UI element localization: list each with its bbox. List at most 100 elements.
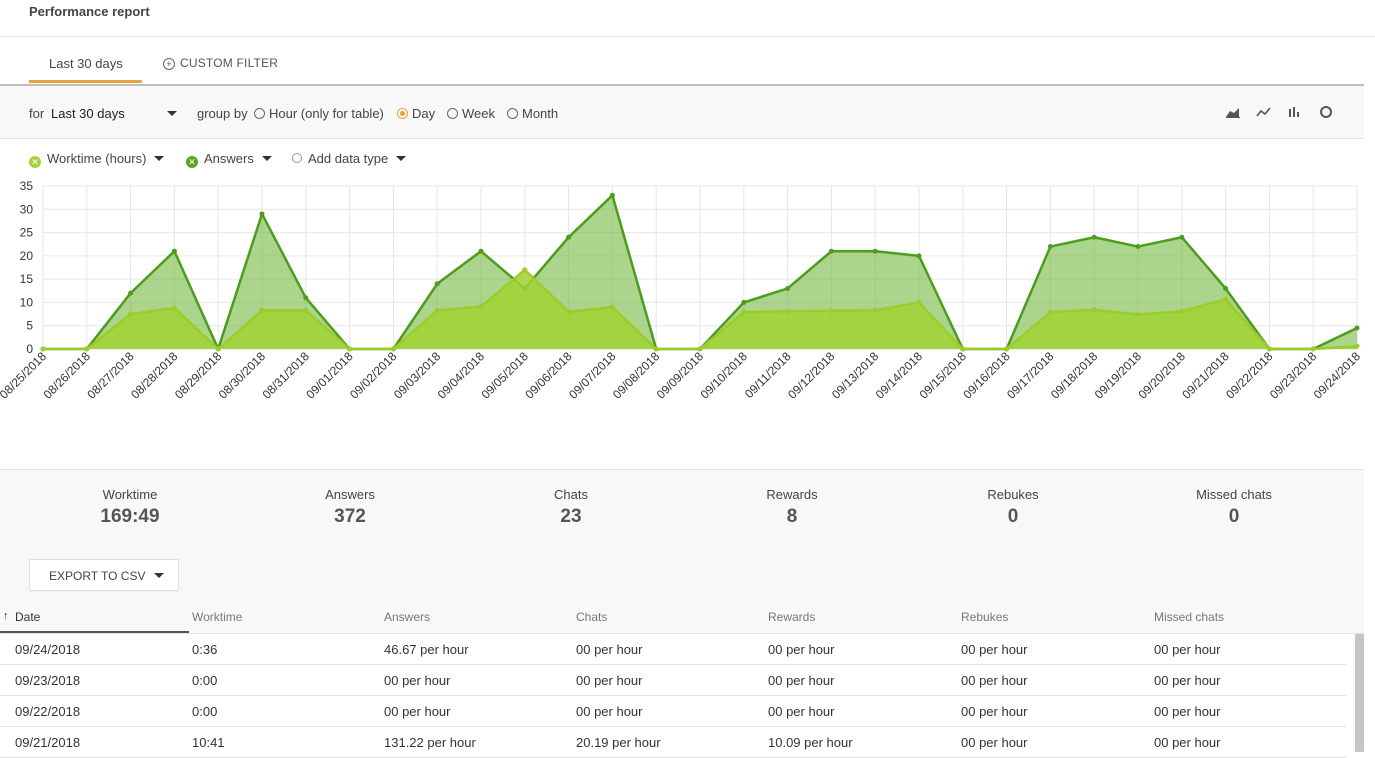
data-point-worktime-hours bbox=[128, 311, 134, 317]
series-area-answers bbox=[43, 195, 1357, 349]
series-selector: ✕ Worktime (hours) ✕ Answers Add data type bbox=[0, 139, 1364, 177]
stats-summary: Worktime 169:49 Answers 372 Chats 23 Reward… bbox=[0, 469, 1364, 550]
series-worktime[interactable]: ✕ Worktime (hours) bbox=[29, 151, 165, 168]
stat-label: Missed chats bbox=[1196, 487, 1272, 502]
data-point-worktime-hours bbox=[697, 346, 703, 352]
column-header-missed-chats[interactable]: Missed chats bbox=[1154, 610, 1225, 624]
radio-day[interactable]: Day bbox=[397, 106, 435, 121]
data-point-worktime-hours bbox=[960, 346, 966, 352]
cell-missed-chats: 00 per hour bbox=[1154, 673, 1221, 688]
table-row[interactable]: 09/23/2018 0:00 00 per hour 00 per hour … bbox=[0, 665, 1346, 696]
close-icon[interactable]: ✕ bbox=[29, 156, 41, 168]
cell-missed-chats: 00 per hour bbox=[1154, 642, 1221, 657]
radio-hour[interactable]: Hour (only for table) bbox=[254, 106, 384, 121]
cell-worktime: 0:00 bbox=[192, 704, 218, 719]
radio-week[interactable]: Week bbox=[447, 106, 495, 121]
series-answers[interactable]: ✕ Answers bbox=[186, 151, 272, 168]
stat-worktime: Worktime 169:49 bbox=[40, 487, 220, 528]
radio-hour-label: Hour (only for table) bbox=[269, 106, 384, 121]
data-point-answers bbox=[1179, 234, 1185, 240]
data-point-worktime-hours bbox=[1310, 346, 1316, 352]
add-data-type-label: Add data type bbox=[308, 151, 389, 166]
column-header-answers[interactable]: Answers bbox=[384, 610, 431, 624]
data-point-worktime-hours bbox=[1004, 346, 1010, 352]
cell-rebukes: 00 per hour bbox=[961, 735, 1028, 750]
data-point-worktime-hours bbox=[434, 307, 440, 313]
cell-worktime: 0:00 bbox=[192, 673, 218, 688]
stat-value: 0 bbox=[1228, 506, 1240, 527]
radio-circle-icon bbox=[447, 108, 458, 119]
add-data-type[interactable]: Add data type bbox=[292, 151, 407, 166]
chevron-down-icon bbox=[154, 156, 165, 161]
data-point-answers bbox=[1047, 244, 1053, 250]
cell-rewards: 00 per hour bbox=[768, 642, 835, 657]
cell-date: 09/21/2018 bbox=[15, 735, 81, 750]
column-header-worktime[interactable]: Worktime bbox=[192, 610, 243, 624]
cell-chats: 00 per hour bbox=[576, 704, 643, 719]
sorted-column-indicator bbox=[0, 631, 189, 633]
series-answers-label: Answers bbox=[204, 151, 254, 166]
line-chart-icon[interactable] bbox=[1255, 104, 1273, 120]
stat-value: 8 bbox=[786, 506, 798, 527]
radio-day-label: Day bbox=[412, 106, 436, 121]
stat-label: Worktime bbox=[102, 487, 158, 502]
radio-month[interactable]: Month bbox=[507, 106, 558, 121]
data-point-answers bbox=[916, 253, 922, 259]
report-table-body: 09/24/2018 0:36 46.67 per hour 00 per ho… bbox=[0, 634, 1346, 758]
data-point-worktime-hours bbox=[1047, 309, 1053, 315]
stat-missed-chats: Missed chats 0 bbox=[1144, 487, 1324, 528]
period-select[interactable]: Last 30 days bbox=[51, 106, 181, 121]
series-worktime-label: Worktime (hours) bbox=[47, 151, 147, 166]
radio-month-label: Month bbox=[522, 106, 559, 121]
cell-rebukes: 00 per hour bbox=[961, 673, 1028, 688]
cell-answers: 00 per hour bbox=[384, 704, 451, 719]
stat-answers: Answers 372 bbox=[260, 487, 440, 528]
tabs-divider bbox=[0, 84, 1364, 86]
column-header-rewards[interactable]: Rewards bbox=[768, 610, 816, 624]
data-point-answers bbox=[741, 299, 747, 305]
tab-last-30-days[interactable]: Last 30 days bbox=[49, 56, 123, 71]
column-header-chats[interactable]: Chats bbox=[576, 610, 608, 624]
data-point-worktime-hours bbox=[1179, 308, 1185, 314]
column-header-rebukes[interactable]: Rebukes bbox=[961, 610, 1009, 624]
data-point-worktime-hours bbox=[347, 346, 353, 352]
active-tab-indicator bbox=[29, 80, 142, 83]
group-by-label: group by bbox=[197, 106, 248, 121]
area-chart-icon[interactable] bbox=[1224, 104, 1242, 120]
data-point-answers bbox=[872, 248, 878, 254]
cell-date: 09/22/2018 bbox=[15, 704, 81, 719]
stat-chats: Chats 23 bbox=[481, 487, 661, 528]
tab-custom-filter[interactable]: + CUSTOM FILTER bbox=[163, 56, 278, 70]
donut-chart-icon[interactable] bbox=[1317, 104, 1335, 120]
table-row[interactable]: 09/24/2018 0:36 46.67 per hour 00 per ho… bbox=[0, 634, 1346, 665]
chevron-down-icon bbox=[167, 111, 177, 116]
cell-missed-chats: 00 per hour bbox=[1154, 704, 1221, 719]
export-csv-button[interactable]: EXPORT TO CSV bbox=[29, 559, 179, 591]
close-icon[interactable]: ✕ bbox=[186, 156, 198, 168]
stat-value: 23 bbox=[560, 506, 582, 527]
chevron-down-icon bbox=[396, 156, 407, 161]
data-point-worktime-hours bbox=[522, 267, 528, 273]
scrollbar[interactable] bbox=[1355, 634, 1364, 752]
bar-chart-icon[interactable] bbox=[1286, 104, 1304, 120]
page-title: Performance report bbox=[29, 4, 150, 19]
cell-chats: 20.19 per hour bbox=[576, 735, 661, 750]
cell-rewards: 10.09 per hour bbox=[768, 735, 853, 750]
performance-chart: 0510152025303508/25/201808/26/201808/27/… bbox=[0, 179, 1363, 402]
cell-chats: 00 per hour bbox=[576, 673, 643, 688]
stat-label: Answers bbox=[325, 487, 375, 502]
tab-bar: Last 30 days + CUSTOM FILTER bbox=[0, 37, 1364, 84]
column-header-date[interactable]: Date bbox=[15, 610, 41, 624]
stat-label: Rewards bbox=[766, 487, 818, 502]
y-tick-label: 10 bbox=[20, 295, 34, 309]
data-point-worktime-hours bbox=[653, 346, 659, 352]
y-tick-label: 5 bbox=[26, 319, 33, 333]
data-point-worktime-hours bbox=[566, 309, 572, 315]
table-row[interactable]: 09/22/2018 0:00 00 per hour 00 per hour … bbox=[0, 696, 1346, 727]
stat-value: 0 bbox=[1007, 506, 1019, 527]
cell-date: 09/23/2018 bbox=[15, 673, 81, 688]
data-point-worktime-hours bbox=[84, 346, 90, 352]
table-row[interactable]: 09/21/2018 10:41 131.22 per hour 20.19 p… bbox=[0, 727, 1346, 758]
stat-value: 169:49 bbox=[100, 506, 160, 527]
data-point-answers bbox=[171, 248, 177, 254]
